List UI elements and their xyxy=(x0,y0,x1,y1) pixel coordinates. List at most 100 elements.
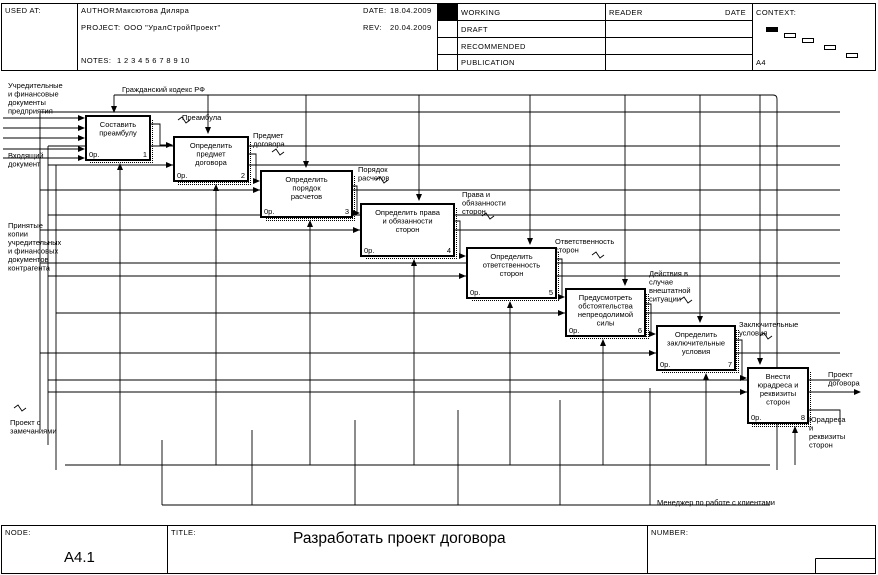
box-cost: 0р. xyxy=(177,171,187,180)
box-frame xyxy=(747,367,809,424)
arrow-line xyxy=(271,148,285,156)
status-working: WORKING xyxy=(461,8,500,17)
box-number: 7 xyxy=(728,360,732,369)
box-label-line: реквизиты xyxy=(760,389,796,398)
reader-label: READER xyxy=(609,8,643,17)
arrow-line xyxy=(481,212,495,220)
box-label-line: обстоятельства xyxy=(578,302,633,311)
arrow-line xyxy=(591,251,605,259)
output-label-rights: обязанности xyxy=(462,199,506,208)
output-label-addresses: реквизиты xyxy=(809,432,845,441)
project-value: ООО "УралСтройПроект" xyxy=(124,23,221,32)
context-node: A4 xyxy=(756,58,766,67)
context-steps-icon xyxy=(766,27,858,58)
rev-label: REV: xyxy=(363,23,382,32)
arrow-line xyxy=(679,296,693,304)
number-label: NUMBER: xyxy=(651,528,688,537)
activity-box-6[interactable]: Предусмотретьобстоятельстванепреодолимой… xyxy=(565,288,649,340)
output-label-preamble: Преамбула xyxy=(182,113,222,122)
output-label-subject: Предмет xyxy=(253,131,284,140)
box-label-line: ответственность xyxy=(483,261,541,270)
box-frame xyxy=(260,170,353,218)
node-label: NODE: xyxy=(5,528,31,537)
output-label-payment: Порядок xyxy=(358,165,388,174)
output-label-liability: Ответственность xyxy=(555,237,614,246)
notes-value: 1 2 3 4 5 6 7 8 9 10 xyxy=(117,56,190,65)
notes-label: NOTES: xyxy=(81,56,111,65)
box-number: 3 xyxy=(345,207,349,216)
output-label-final: Заключительные xyxy=(739,320,798,329)
box-label-line: преамбулу xyxy=(99,129,137,138)
box-label-line: Определить xyxy=(285,175,327,184)
box-label-line: сторон xyxy=(396,225,420,234)
title-label: TITLE: xyxy=(171,528,196,537)
status-recommended: RECOMMENDED xyxy=(461,42,526,51)
author-value: Максютова Диляра xyxy=(116,6,190,15)
diagram-title: Разработать проект договора xyxy=(293,530,506,547)
box-frame xyxy=(85,115,151,161)
input-label-incoming: Входящий xyxy=(8,151,44,160)
arrow-line xyxy=(808,409,841,425)
control-label-civil-code: Гражданский кодекс РФ xyxy=(122,85,205,94)
arrow-line xyxy=(375,176,389,184)
output-label-subject: договора xyxy=(253,140,286,149)
box-cost: 0р. xyxy=(264,207,274,216)
input-label-docs: Учредительные xyxy=(8,81,63,90)
output-label-project: Проект xyxy=(828,370,853,379)
box-label-line: юрадреса и xyxy=(758,381,799,390)
box-label-line: и обязанности xyxy=(382,217,432,226)
output-label-addresses: и xyxy=(809,424,813,433)
box-frame xyxy=(565,288,646,337)
box-number: 5 xyxy=(549,288,553,297)
box-label-line: Определить xyxy=(490,252,532,261)
output-label-payment: расчетов xyxy=(358,174,389,183)
box-label-line: Определить xyxy=(190,141,232,150)
used-at-label: USED AT: xyxy=(5,6,41,15)
input-label-copies: учредительных xyxy=(8,238,61,247)
input-label-copies: контрагента xyxy=(8,264,51,273)
box-label-line: Определить права xyxy=(375,208,441,217)
input-label-copies: и финансовых xyxy=(8,247,58,256)
box-label-line: порядок xyxy=(292,184,321,193)
box-label-line: Внести xyxy=(766,372,791,381)
input-label-docs: документы xyxy=(8,98,46,107)
output-label-addresses: Юрадреса xyxy=(809,415,846,424)
box-label-line: Составить xyxy=(100,120,136,129)
project-label: PROJECT: xyxy=(81,23,120,32)
reader-date-label: DATE xyxy=(725,8,746,17)
status-publication: PUBLICATION xyxy=(461,58,515,67)
input-label-remarks: Проект с xyxy=(10,418,41,427)
node-value: A4.1 xyxy=(64,549,95,566)
box-label-line: сторон xyxy=(500,269,524,278)
context-label: CONTEXT: xyxy=(756,8,796,17)
output-label-rights: сторон xyxy=(462,207,486,216)
box-cost: 0р. xyxy=(89,150,99,159)
box-cost: 0р. xyxy=(569,326,579,335)
box-cost: 0р. xyxy=(751,413,761,422)
arrow-line xyxy=(150,123,173,148)
box-label-line: силы xyxy=(597,319,615,328)
output-label-rights: Права и xyxy=(462,190,490,199)
box-label-line: сторон xyxy=(766,398,790,407)
footer-frame xyxy=(1,525,876,574)
output-label-emergency: Действия в xyxy=(649,269,688,278)
box-label-line: заключительные xyxy=(667,339,725,348)
input-label-copies: Принятые xyxy=(8,221,43,230)
box-label-line: Определить xyxy=(675,330,717,339)
output-label-addresses: сторон xyxy=(809,441,833,450)
input-label-copies: копии xyxy=(8,230,28,239)
input-label-remarks: замечаниями xyxy=(10,427,57,436)
mechanism-label-manager: Менеджер по работе с клиентами xyxy=(657,498,775,507)
input-label-docs: и финансовые xyxy=(8,90,59,99)
box-label-line: Предусмотреть xyxy=(579,293,632,302)
box-label-line: договора xyxy=(195,158,228,167)
output-label-project: договора xyxy=(828,379,861,388)
